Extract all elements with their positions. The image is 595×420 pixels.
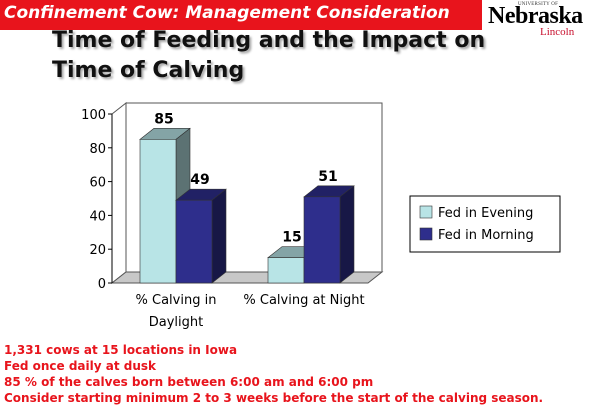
x-category-label: Daylight	[149, 315, 203, 330]
y-tick-label: 60	[89, 176, 106, 191]
note-line: Fed once daily at dusk	[4, 359, 157, 373]
university-logo: UNIVERSITY OF Nebraska Lincoln	[484, 0, 595, 40]
data-label: 85	[154, 111, 173, 127]
note-line: 1,331 cows at 15 locations in Iowa	[4, 343, 238, 357]
y-tick-label: 100	[81, 108, 106, 123]
legend-swatch	[419, 227, 433, 241]
x-category-label: % Calving at Night	[243, 293, 364, 308]
x-category-label: % Calving in	[136, 293, 217, 308]
chart-side-wall	[111, 101, 127, 285]
y-tick-label: 40	[89, 209, 106, 224]
bar	[267, 257, 305, 284]
logo-campus: Lincoln	[540, 26, 575, 38]
data-label: 51	[318, 169, 337, 185]
legend-label: Fed in Morning	[438, 228, 534, 243]
note-line: 85 % of the calves born between 6:00 am …	[4, 375, 374, 389]
legend-box	[409, 195, 561, 253]
bar-chart: 0 20 40 60 80 100 85 49 % Calving in Daylight 15 51…	[81, 101, 561, 330]
y-tick-label: 0	[98, 277, 106, 292]
legend-swatch	[419, 205, 433, 219]
y-tick-label: 80	[89, 142, 106, 157]
slide-title-line-1: Time of Feeding and the Impact on	[52, 28, 486, 53]
slide-title: Time of Feeding and the Impact on Time o…	[52, 26, 512, 86]
data-label: 15	[282, 230, 301, 246]
data-label: 49	[190, 172, 209, 188]
y-tick-label: 20	[89, 243, 106, 258]
logo-university-of: UNIVERSITY OF	[518, 2, 559, 7]
banner-title: Confinement Cow: Management Consideratio…	[4, 3, 450, 23]
slide-title-line-2: Time of Calving	[52, 58, 245, 83]
note-line: Consider starting minimum 2 to 3 weeks b…	[4, 391, 544, 405]
bar-side	[211, 188, 227, 284]
bar-side	[339, 185, 355, 284]
bar	[139, 139, 177, 284]
legend-label: Fed in Evening	[438, 206, 533, 221]
header-banner: Confinement Cow: Management Consideratio…	[0, 0, 482, 30]
bar	[175, 199, 213, 284]
notes-list: 1,331 cows at 15 locations in Iowa Fed o…	[4, 342, 594, 406]
bar	[303, 196, 341, 284]
logo-name: Nebraska	[488, 3, 583, 29]
